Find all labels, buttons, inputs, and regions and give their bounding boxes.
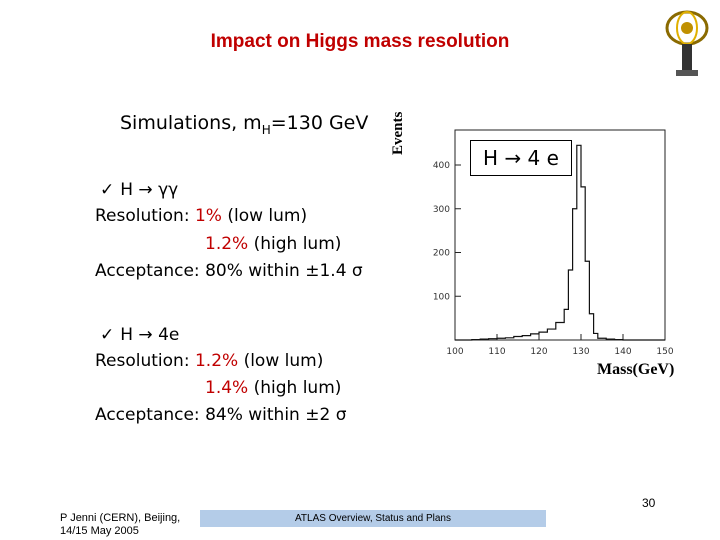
resolution-high-text: (high lum) [248,378,342,398]
section1-channel: H → γγ [120,180,179,200]
histogram-bin [556,323,564,341]
plot-legend: H → 4 e [470,140,572,176]
resolution-low-text: (low lum) [221,206,308,226]
histogram-bin [577,145,581,340]
x-tick-label: 130 [572,347,589,357]
footer-date: 14/15 May 2005 [60,525,139,537]
histogram-bin [594,333,598,340]
slide-title: Impact on Higgs mass resolution [210,31,510,52]
x-tick-label: 150 [656,347,673,357]
x-axis-label: Mass(GeV) [597,361,675,378]
histogram-bin [573,209,577,340]
section1-acceptance: Acceptance: 80% within ±1.4 σ [95,261,363,281]
section2-resolution-low: Resolution: 1.2% (low lum) [95,348,323,374]
histogram-series [455,144,665,341]
y-axis-label: Events [390,111,406,155]
resolution-low-value: 1.2% [194,351,239,371]
section2-resolution-high: 1.4% (high lum) [205,375,341,401]
check-icon: ✓ [100,180,115,200]
section1-heading: ✓ H → γγ [100,177,178,203]
y-tick-label: 200 [433,249,450,259]
histogram-bin [522,336,530,340]
section1-resolution-low: Resolution: 1% (low lum) [95,203,307,229]
y-tick-label: 100 [433,292,450,302]
resolution-high-value: 1.2% [205,234,249,254]
y-tick-label: 300 [433,205,450,215]
section1-resolution-high: 1.2% (high lum) [205,231,341,257]
x-tick-label: 100 [446,347,463,357]
histogram-bin [581,187,585,340]
y-tick-label: 400 [433,161,450,171]
footer-author-line: P Jenni (CERN), Beijing, [60,512,181,524]
x-tick-label: 120 [530,347,547,357]
subtitle-prefix: Simulations, m [120,112,262,134]
resolution-label: Resolution: [95,206,195,226]
atlas-logo-icon [665,10,709,76]
subtitle: Simulations, mH=130 GeV [120,112,368,137]
x-tick-label: 110 [488,347,505,357]
subtitle-suffix: =130 GeV [270,112,369,134]
footer-author: P Jenni (CERN), Beijing, 14/15 May 2005 [60,512,180,538]
resolution-high-text: (high lum) [248,234,342,254]
resolution-high-value: 1.4% [205,378,249,398]
section2-heading: ✓ H → 4e [100,322,179,348]
x-tick-label: 140 [614,347,631,357]
footer-center-bar: ATLAS Overview, Status and Plans [200,510,546,527]
histogram-bin [589,314,593,340]
histogram-bin [585,261,589,340]
histogram-bin [531,334,539,340]
resolution-label: Resolution: [95,351,195,371]
section2-channel: H → 4e [120,325,180,345]
resolution-low-value: 1% [194,206,222,226]
histogram-bin [568,270,572,340]
histogram-bin [547,329,555,340]
histogram-bin [564,309,568,340]
resolution-low-text: (low lum) [238,351,324,371]
section2-acceptance: Acceptance: 84% within ±2 σ [95,405,347,425]
histogram-bin [539,332,547,340]
subtitle-subscript: H [261,122,271,137]
page-number: 30 [642,496,656,510]
mass-histogram: 100 110 120 130 140 150 100 200 300 400 [433,129,674,357]
plot-frame [454,129,666,341]
check-icon: ✓ [100,325,115,345]
